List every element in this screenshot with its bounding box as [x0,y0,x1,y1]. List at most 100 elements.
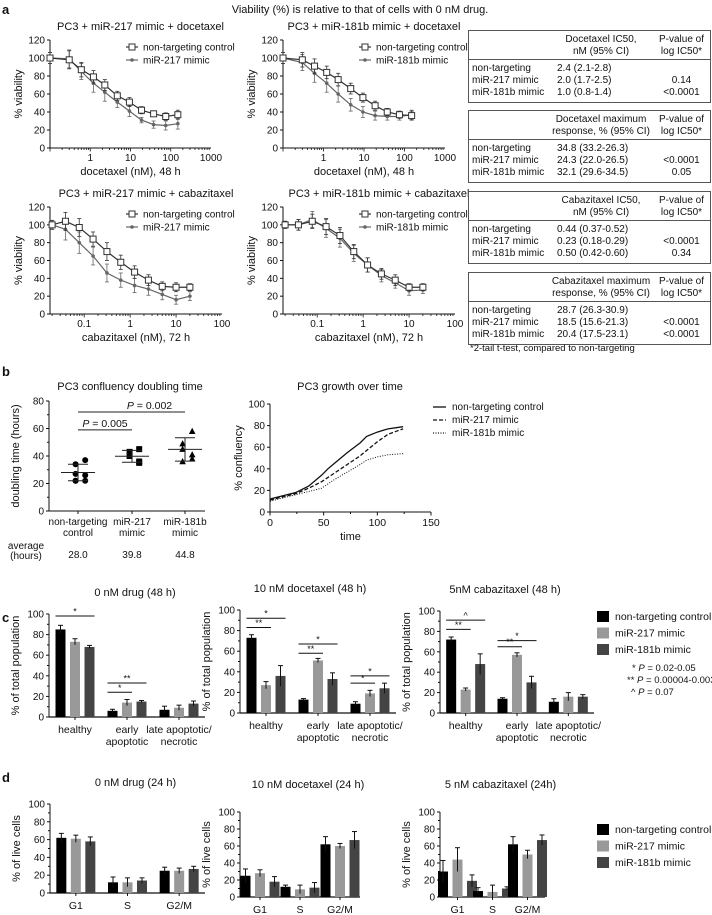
chart-a3: PC3 + miR-217 mimic + cabazitaxel 0 20 40 60… [13,188,235,344]
bar [349,840,360,897]
y-axis-label: % of live cells [11,815,23,882]
y-tick-label: 20 [34,292,46,303]
y-tick-label: 60 [224,647,236,658]
y-tick-label: 20 [34,126,46,137]
header-line: nM (95% CI) [572,207,630,218]
data-point [118,278,123,282]
chart-title: 0 nM drug (48 h) [94,587,175,599]
header-line: log IC50* [660,207,703,218]
y-tick-label: 0 [272,310,278,321]
header-line: P-value of [658,114,705,125]
data-point [162,113,170,120]
significance-marker: * [515,631,519,641]
category-label: healthy [449,720,484,732]
x-tick-label: control [63,528,93,539]
data-point [377,270,385,278]
bar [122,882,133,893]
table-header: Cabazitaxel maximum response, % (95% CI) … [469,273,710,302]
y-tick-label: 100 [218,606,235,617]
y-tick-label: 60 [34,90,46,101]
table-row: miR-181b mimic 0.50 (0.42-0.60) 0.34 [469,248,710,260]
y-tick-label: 20 [33,479,45,490]
y-axis-label: % viability [13,236,25,285]
y-tick-label: 60 [34,835,46,846]
bar [379,688,390,713]
y-axis-label: % viability [13,69,25,118]
significance-marker: * [264,609,268,619]
bar [70,838,81,893]
x-tick-label: mimic [172,528,198,539]
chart-c2: 10 nM docetaxel (48 h) 0 20 40 60 80 100 % of t… [201,583,403,744]
legend-swatch [597,611,609,622]
category-label: necrotic [550,732,587,744]
p-value: <0.0001 [663,317,700,328]
stats-table: Cabazitaxel maximum response, % (95% CI) … [468,272,711,345]
estimate-value: 0.50 (0.42-0.60) [557,248,629,259]
bar [452,859,463,897]
header-line: Cabazitaxel maximum [551,276,651,287]
y-axis-label: % viability [246,69,258,118]
category-label: S [124,900,131,912]
estimate-value: 20.4 (17.5-23.1) [557,329,629,340]
data-point [361,110,365,114]
table-header: Cabazitaxel IC50, nM (95% CI) P-value of l… [469,192,710,221]
y-tick-label: 40 [267,274,279,285]
data-point [347,85,355,93]
chart-a4: PC3 + miR-181b mimic + cabazitaxel 0 20 40 6… [246,188,469,344]
header-line: log IC50* [660,46,703,57]
y-axis-label: % of total population [10,616,22,716]
bar [137,880,147,893]
bar [522,854,533,897]
data-point [334,76,342,84]
y-tick-label: 100 [28,54,45,65]
chart-title: PC3 + miR-217 mimic + docetaxel [57,21,224,33]
data-point [294,221,302,229]
table-row: miR-181b mimic 1.0 (0.8-1.4) <0.0001 [469,87,710,99]
legend-marker [363,58,367,62]
bar [563,696,574,713]
y-axis-label: % of total population [201,612,213,712]
y-tick-label: 80 [424,627,436,638]
p-value: <0.0001 [663,87,700,98]
category-label: apoptotic [297,732,340,744]
bar [246,637,257,713]
y-tick-label: 0 [429,893,435,904]
p-symbol: P [638,663,645,674]
significance-key: * P = 0.02-0.05 [632,663,696,674]
data-point [65,56,73,64]
data-point [324,81,329,85]
table-footnote: *2-tail t-test, compared to non-targetin… [470,343,635,354]
estimate-value: 0.23 (0.18-0.29) [557,236,629,247]
header-line: log IC50* [660,126,703,137]
data-point [364,261,372,269]
growth-line [269,428,404,501]
group-name: miR-217 mimic [472,317,539,328]
y-tick-label: 40 [424,859,436,870]
data-point [405,283,413,291]
data-point [144,276,152,284]
p-value: 0.05 [671,167,692,178]
legend-label: miR-217 mimic [143,56,210,67]
chart-title: PC3 + miR-181b mimic + docetaxel [287,21,460,33]
data-point [383,108,391,116]
chart-title: 10 nM docetaxel (48 h) [254,583,367,595]
p-column-header: P-value of log IC50* [653,34,710,58]
bar [548,701,559,713]
bar [275,675,286,713]
y-tick-label: 20 [224,876,236,887]
legend-marker [361,210,369,218]
y-tick-label: 60 [254,443,266,454]
legend-label: non-targeting control [143,43,235,54]
data-point [89,73,97,81]
data-point [188,455,196,462]
legend-swatch [597,644,609,655]
data-point [323,68,331,76]
category-label: G1 [69,900,83,912]
legend-label: non-targeting control [143,210,235,221]
table-row: miR-217 mimic 24.3 (22.0-26.5) <0.0001 [469,155,710,167]
header-line: nM (95% CI) [572,46,630,57]
bar [188,868,199,893]
data-point [77,240,82,245]
average-label: average [8,541,45,552]
data-point [281,221,289,229]
